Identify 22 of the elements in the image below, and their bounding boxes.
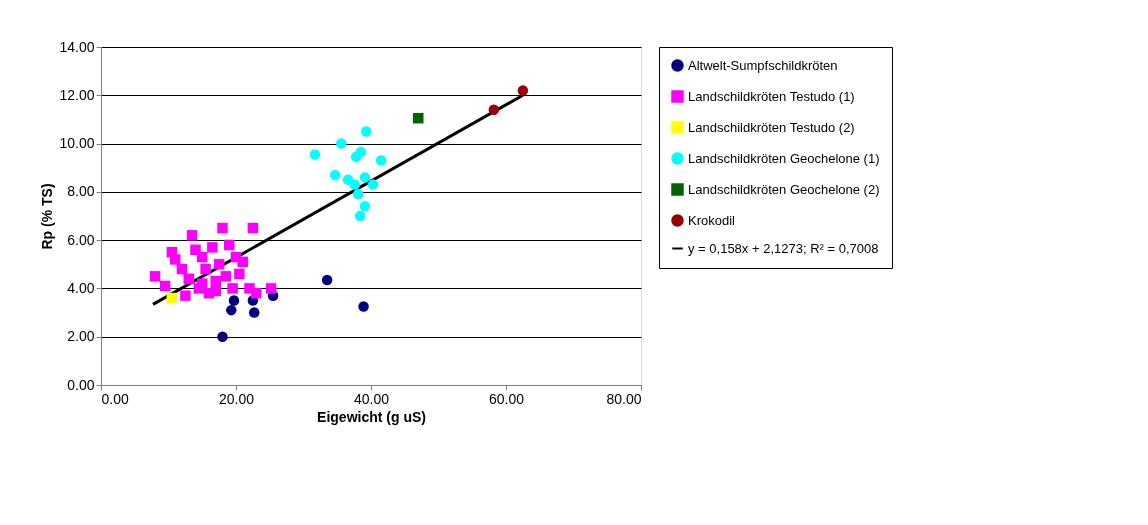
y-tick-label: 14.00 — [59, 38, 95, 55]
x-tick-label: 80.00 — [606, 390, 642, 407]
x-tick-label: 40.00 — [353, 390, 390, 407]
y-tick-label: 10.00 — [59, 135, 95, 152]
y-tick-label: 4.00 — [67, 279, 95, 296]
legend-label: Altwelt-Sumpfschildkröten — [688, 57, 838, 73]
y-tick-label: 2.00 — [67, 328, 95, 345]
y-tick-label: 12.00 — [59, 86, 95, 103]
legend-label: Landschildkröten Testudo (1) — [688, 88, 855, 104]
y-axis-title: Rp (% TS) — [39, 183, 56, 250]
x-tick-label: 0.00 — [101, 390, 129, 407]
x-axis-title: Eigewicht (g uS) — [317, 408, 426, 425]
y-tick-label: 8.00 — [67, 183, 95, 200]
x-tick-label: 20.00 — [218, 390, 255, 407]
legend-label: Landschildkröten Geochelone (1) — [688, 150, 880, 166]
legend-label: Landschildkröten Testudo (2) — [688, 119, 855, 135]
legend-label: y = 0,158x + 2,1273; R² = 0,7008 — [688, 240, 879, 256]
y-tick-label: 0.00 — [67, 376, 95, 393]
y-tick-label: 6.00 — [67, 231, 95, 248]
legend-label: Landschildkröten Geochelone (2) — [688, 181, 880, 197]
legend-label: Krokodil — [688, 212, 736, 228]
x-tick-label: 60.00 — [488, 390, 525, 407]
